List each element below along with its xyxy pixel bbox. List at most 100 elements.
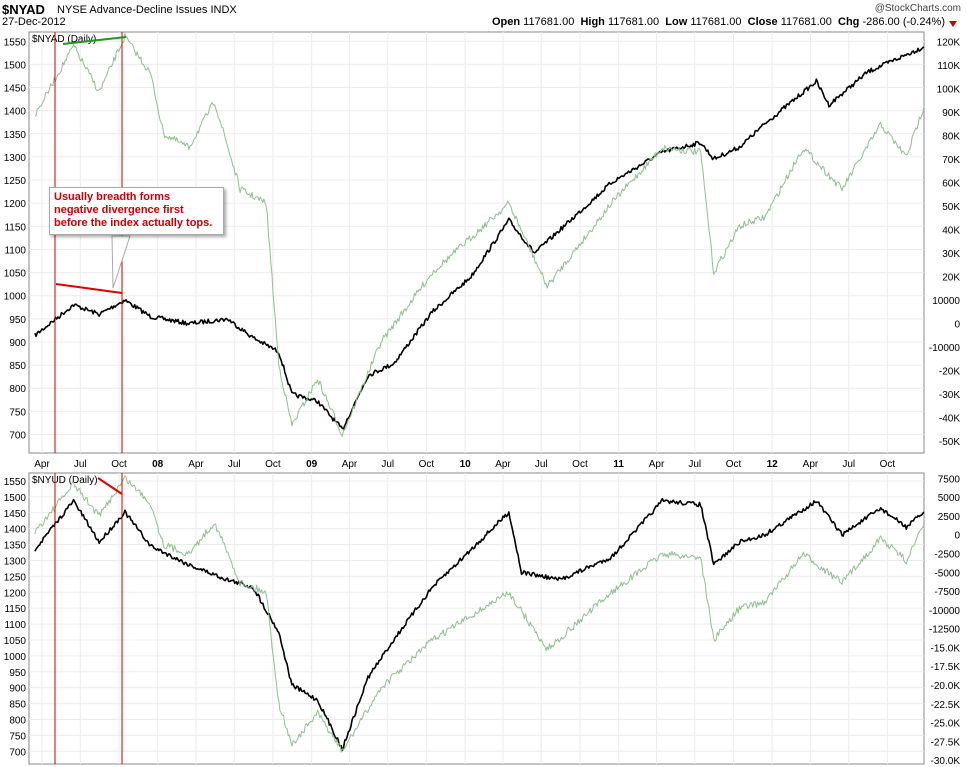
x-tick-label: Apr [188,459,204,470]
right-tick-label: 100K [937,84,961,95]
x-tick-label: Oct [265,459,281,470]
left-tick-label: 700 [9,430,26,441]
left-tick-label: 1250 [4,572,27,583]
left-tick-label: 750 [9,407,26,418]
instrument-name: NYSE Advance-Decline Issues INDX [57,4,237,16]
left-tick-label: 1150 [4,222,26,233]
right-tick-label: -12500 [929,625,961,636]
left-tick-label: 1350 [4,130,27,141]
right-tick-label: 0 [954,320,960,331]
right-tick-label: 7500 [938,474,961,485]
annotation-line: negative divergence first [54,204,184,216]
close-value: 117681.00 [780,16,832,28]
left-tick-label: 700 [9,747,26,758]
x-tick-label: Jul [74,459,87,470]
x-tick-label: Oct [572,459,588,470]
ohlc-readout: Open 117681.00 High 117681.00 Low 117681… [492,16,945,28]
right-tick-label: -5000 [934,568,960,579]
low-label: Low [665,16,688,28]
plot-area [28,472,925,765]
right-tick-label: 60K [942,179,960,190]
left-tick-label: 1050 [4,269,27,280]
primary-series-line [34,497,925,752]
panel-label: $NYAD (Daily) [32,34,96,45]
right-tick-label: 90K [942,108,960,119]
right-tick-label: 5000 [938,493,961,504]
right-tick-label: -40K [939,414,960,425]
x-tick-label: Oct [111,459,127,470]
plot-area [28,31,925,454]
right-tick-label: 10000 [932,296,960,307]
comparison-series-line [34,33,925,437]
annotation-line: before the index actually tops. [54,217,213,229]
right-tick-label: 50K [942,202,960,213]
right-tick-label: 20K [942,273,960,284]
change-label: Chg [838,16,860,28]
x-tick-label: Apr [342,459,358,470]
left-tick-label: 1150 [4,604,26,615]
x-tick-label: Jul [535,459,548,470]
left-tick-label: 1450 [4,509,27,520]
breadth-divergence-line [55,283,123,294]
open-value: 117681.00 [523,16,575,28]
x-tick-label: Jul [842,459,855,470]
x-tick-label: Oct [726,459,742,470]
close-label: Close [747,16,778,28]
left-tick-label: 1100 [4,620,26,631]
breadth-divergence-line [97,477,123,495]
left-tick-label: 850 [9,361,26,372]
left-tick-label: 1450 [4,84,27,95]
left-tick-label: 950 [9,315,26,326]
x-tick-label: 11 [613,459,624,470]
left-tick-label: 1300 [4,556,27,567]
left-tick-label: 900 [9,338,26,349]
x-tick-label: 12 [767,459,779,470]
right-tick-label: -50K [939,437,960,448]
left-tick-label: 1200 [4,588,27,599]
x-tick-label: Apr [649,459,665,470]
left-tick-label: 900 [9,684,26,695]
x-tick-label: Jul [381,459,394,470]
left-tick-label: 1500 [4,60,27,71]
left-tick-label: 1550 [4,477,27,488]
right-tick-label: 110K [937,61,960,72]
watermark: @StockCharts.com [874,3,961,14]
high-label: High [580,16,605,28]
left-tick-label: 1300 [4,153,27,164]
right-tick-label: 2500 [938,512,961,523]
right-tick-label: 120K [937,37,961,48]
left-tick-label: 800 [9,715,26,726]
left-tick-label: 1100 [4,245,26,256]
chart-date: 27-Dec-2012 [2,16,66,28]
left-tick-label: 1550 [4,37,27,48]
panel-label: $NYUD (Daily) [32,475,98,486]
change-value: -286.00 (-0.24%) [862,16,945,28]
left-tick-label: 1000 [4,292,27,303]
price-trend-line [62,36,127,45]
left-tick-label: 1500 [4,493,27,504]
x-tick-label: Oct [880,459,896,470]
x-tick-label: Oct [419,459,435,470]
right-tick-label: -7500 [934,587,960,598]
left-tick-label: 1400 [4,525,27,536]
x-tick-label: 09 [306,459,318,470]
x-tick-label: Jul [688,459,701,470]
left-tick-label: 1350 [4,541,27,552]
right-tick-label: -17.5K [931,662,961,673]
right-tick-label: -15.0K [931,643,961,654]
right-tick-label: -27.5K [931,737,961,748]
right-tick-label: -10000 [929,343,961,354]
right-tick-label: 40K [942,226,960,237]
left-tick-label: 800 [9,384,26,395]
right-tick-label: -20K [939,367,960,378]
left-tick-label: 1400 [4,107,27,118]
x-tick-label: Jul [228,459,241,470]
right-tick-label: -30K [939,390,960,401]
left-tick-label: 1200 [4,199,27,210]
left-tick-label: 850 [9,700,26,711]
x-tick-label: 10 [460,459,472,470]
right-tick-label: 80K [942,131,960,142]
right-tick-label: -25.0K [931,719,961,730]
annotation-callout: Usually breadth forms negative divergenc… [49,187,224,235]
